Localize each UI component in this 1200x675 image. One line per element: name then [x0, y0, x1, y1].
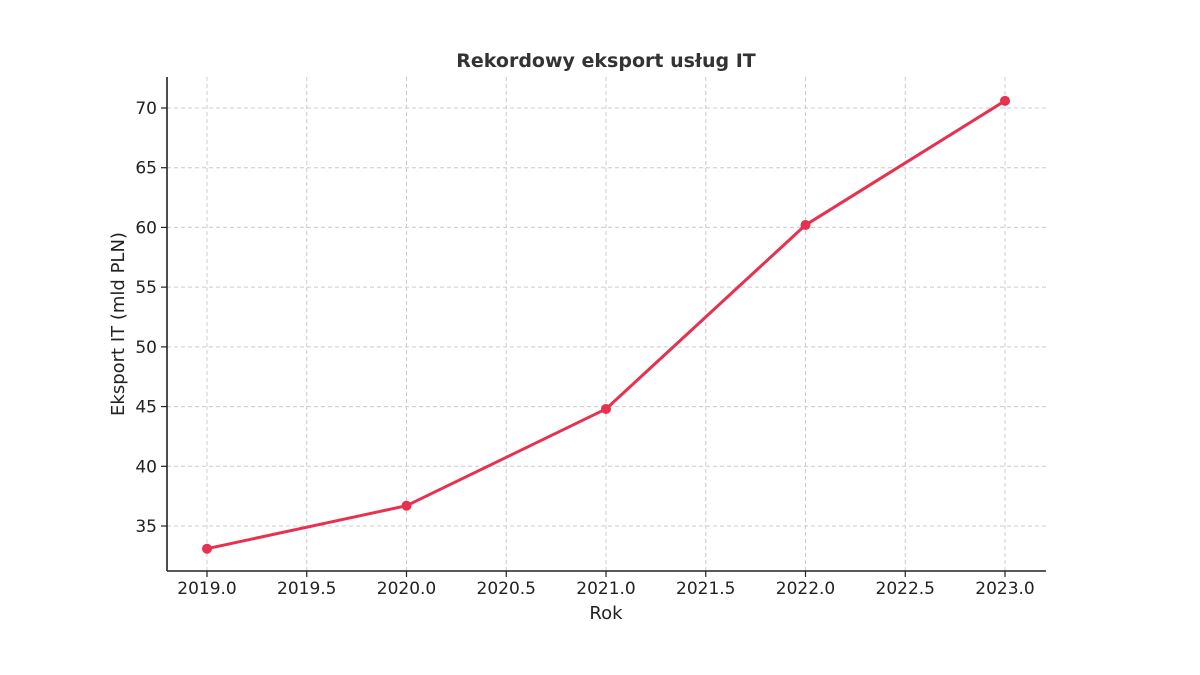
- x-tick-label: 2021.0: [576, 579, 635, 599]
- grid-lines: [167, 77, 1046, 571]
- y-tick-label: 70: [135, 99, 157, 119]
- y-tick-label: 40: [135, 457, 157, 477]
- x-tick-label: 2022.0: [776, 579, 835, 599]
- x-axis-label: Rok: [589, 603, 623, 624]
- y-axis-label: Eksport IT (mld PLN): [108, 232, 129, 416]
- data-series: [202, 95, 1010, 554]
- data-point-marker: [401, 500, 412, 511]
- x-tick-label: 2019.5: [277, 579, 336, 599]
- y-tick-label: 65: [135, 159, 157, 179]
- x-tick-label: 2020.5: [477, 579, 536, 599]
- data-point-marker: [601, 403, 611, 414]
- y-tick-label: 55: [135, 278, 157, 298]
- x-axis-ticks: 2019.0 2019.5 2020.0 2020.5 2021.0 2021.5 2022…: [177, 571, 1035, 599]
- x-tick-label: 2021.5: [676, 579, 735, 599]
- y-axis-ticks: 35 40 45 50 55 60 65 70: [135, 99, 167, 537]
- x-tick-label: 2020.0: [377, 579, 436, 599]
- x-tick-label: 2022.5: [876, 579, 935, 599]
- y-tick-label: 60: [135, 218, 157, 238]
- chart-title: Rekordowy eksport usług IT: [456, 50, 756, 72]
- x-tick-label: 2023.0: [975, 579, 1034, 599]
- y-tick-label: 50: [135, 338, 157, 358]
- x-tick-label: 2019.0: [177, 579, 236, 599]
- y-tick-label: 35: [135, 517, 157, 537]
- data-point-marker: [202, 543, 212, 554]
- y-tick-label: 45: [135, 398, 157, 418]
- data-point-marker: [800, 220, 811, 231]
- data-point-marker: [1000, 95, 1010, 106]
